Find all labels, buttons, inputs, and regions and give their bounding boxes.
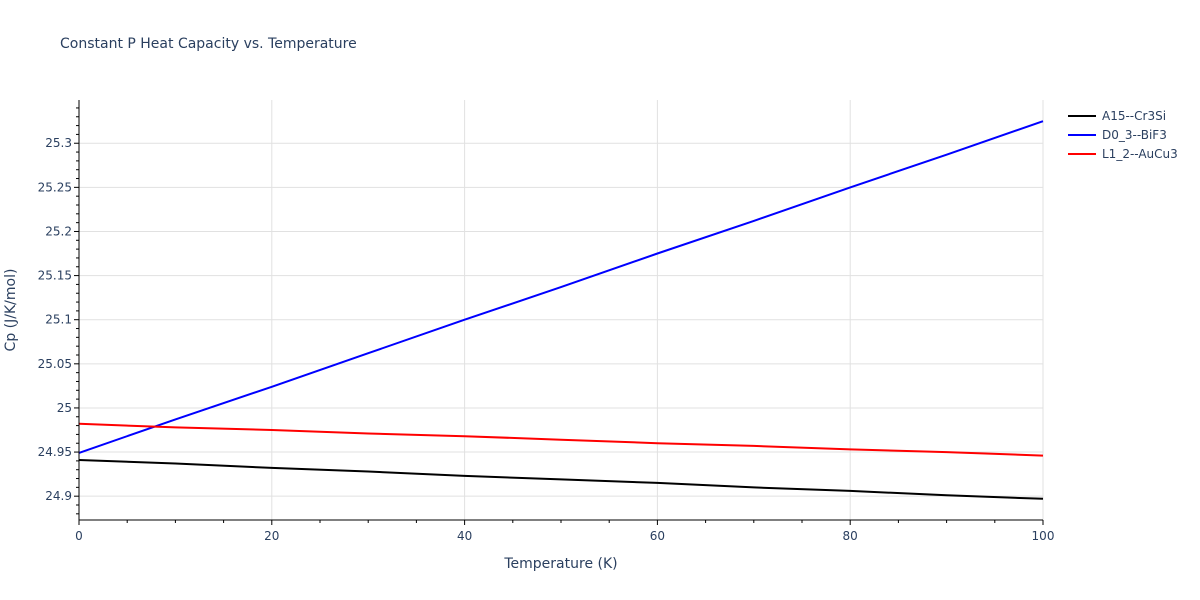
legend-swatch-icon [1068,114,1096,117]
legend-swatch-icon [1068,133,1096,136]
legend: A15--Cr3Si D0_3--BiF3 L1_2--AuCu3 [1068,106,1178,163]
y-tick-label: 25.25 [38,180,72,194]
legend-item[interactable]: A15--Cr3Si [1068,106,1178,125]
x-tick-label: 60 [650,529,665,543]
legend-label: A15--Cr3Si [1102,108,1167,123]
y-tick-label: 25.15 [38,269,72,283]
legend-swatch-icon [1068,152,1096,155]
y-tick-label: 25.05 [38,357,72,371]
legend-label: L1_2--AuCu3 [1102,146,1178,161]
series-line-l1-2-aucu3[interactable] [78,422,1044,457]
series-line-d0-3-bif3[interactable] [78,120,1044,454]
y-tick-label: 25.3 [45,136,72,150]
y-tick-label: 25 [57,401,72,415]
legend-item[interactable]: L1_2--AuCu3 [1068,144,1178,163]
x-tick-label: 100 [1032,529,1055,543]
y-tick-label: 24.95 [38,445,72,459]
y-axis-title: Cp (J/K/mol) [3,269,19,352]
x-tick-label: 20 [264,529,279,543]
legend-item[interactable]: D0_3--BiF3 [1068,125,1178,144]
x-tick-label: 80 [843,529,858,543]
series-line-a15-cr3si[interactable] [78,459,1044,500]
x-axis-title: Temperature (K) [503,556,617,572]
chart-title: Constant P Heat Capacity vs. Temperature [60,36,357,52]
y-tick-label: 25.2 [45,224,72,238]
y-tick-label: 25.1 [45,313,72,327]
x-tick-label: 40 [457,529,472,543]
x-tick-label: 0 [75,529,83,543]
y-tick-label: 24.9 [45,489,72,503]
legend-label: D0_3--BiF3 [1102,127,1167,142]
